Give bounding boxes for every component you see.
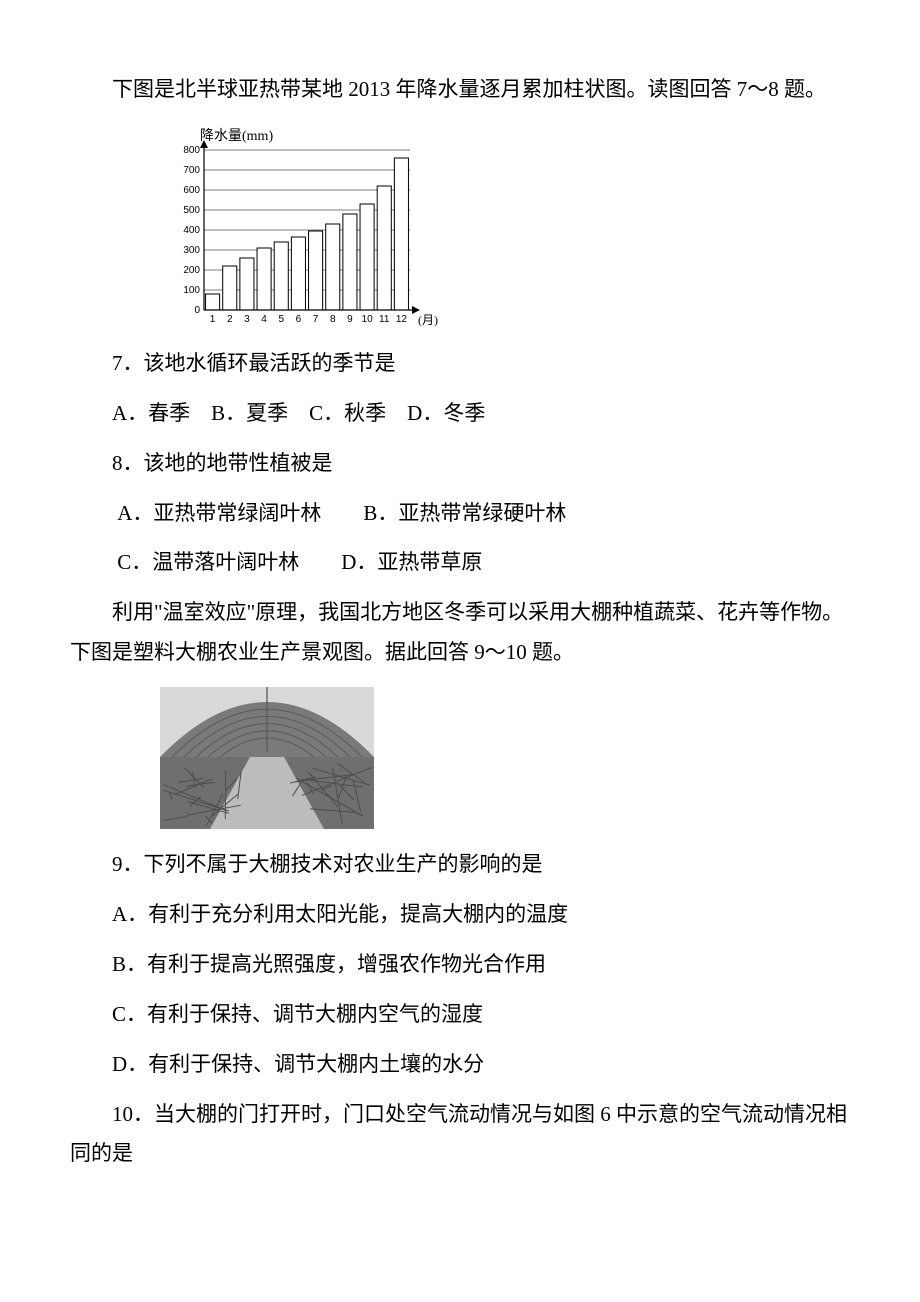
q8-opt-a: A．亚热带常绿阔叶林 [117, 501, 321, 525]
svg-text:(月): (月) [418, 313, 438, 327]
svg-text:1: 1 [210, 314, 216, 325]
svg-text:0: 0 [194, 305, 200, 316]
q8-opt-d: D．亚热带草原 [341, 550, 482, 574]
q8-opt-b: B．亚热带常绿硬叶林 [363, 501, 566, 525]
svg-text:400: 400 [183, 225, 200, 236]
svg-text:600: 600 [183, 185, 200, 196]
question-7: 7．该地水循环最活跃的季节是 [70, 344, 850, 384]
svg-text:12: 12 [396, 314, 408, 325]
svg-text:5: 5 [278, 314, 284, 325]
svg-text:10: 10 [362, 314, 374, 325]
svg-text:100: 100 [183, 285, 200, 296]
question-9: 9．下列不属于大棚技术对农业生产的影响的是 [70, 845, 850, 885]
question-7-options: A．春季 B．夏季 C．秋季 D．冬季 [70, 394, 850, 434]
svg-text:9: 9 [347, 314, 353, 325]
question-8: 8．该地的地带性植被是 [70, 444, 850, 484]
question-8-options-line2: C．温带落叶阔叶林 D．亚热带草原 [70, 543, 850, 583]
greenhouse-photo [160, 687, 374, 829]
svg-text:8: 8 [330, 314, 336, 325]
svg-text:7: 7 [313, 314, 319, 325]
svg-text:300: 300 [183, 245, 200, 256]
q9-opt-a: A．有利于充分利用太阳光能，提高大棚内的温度 [70, 895, 850, 935]
svg-text:800: 800 [183, 145, 200, 156]
svg-text:2: 2 [227, 314, 233, 325]
svg-text:降水量(mm): 降水量(mm) [200, 128, 273, 144]
q9-opt-c: C．有利于保持、调节大棚内空气的湿度 [70, 995, 850, 1035]
question-8-options-line1: A．亚热带常绿阔叶林 B．亚热带常绿硬叶林 [70, 494, 850, 534]
q9-opt-d: D．有利于保持、调节大棚内土壤的水分 [70, 1045, 850, 1085]
svg-text:11: 11 [379, 314, 390, 325]
svg-text:3: 3 [244, 314, 250, 325]
q8-opt-c: C．温带落叶阔叶林 [117, 550, 299, 574]
svg-text:500: 500 [183, 205, 200, 216]
svg-text:200: 200 [183, 265, 200, 276]
svg-text:6: 6 [296, 314, 302, 325]
svg-text:700: 700 [183, 165, 200, 176]
intro-1: 下图是北半球亚热带某地 2013 年降水量逐月累加柱状图。读图回答 7～8 题。 [70, 70, 850, 110]
q9-opt-b: B．有利于提高光照强度，增强农作物光合作用 [70, 945, 850, 985]
precipitation-chart: 降水量(mm)010020030040050060070080012345678… [160, 122, 850, 332]
svg-text:4: 4 [261, 314, 267, 325]
question-10: 10．当大棚的门打开时，门口处空气流动情况与如图 6 中示意的空气流动情况相同的… [70, 1095, 850, 1175]
intro-2: 利用"温室效应"原理，我国北方地区冬季可以采用大棚种植蔬菜、花卉等作物。下图是塑… [70, 593, 850, 673]
